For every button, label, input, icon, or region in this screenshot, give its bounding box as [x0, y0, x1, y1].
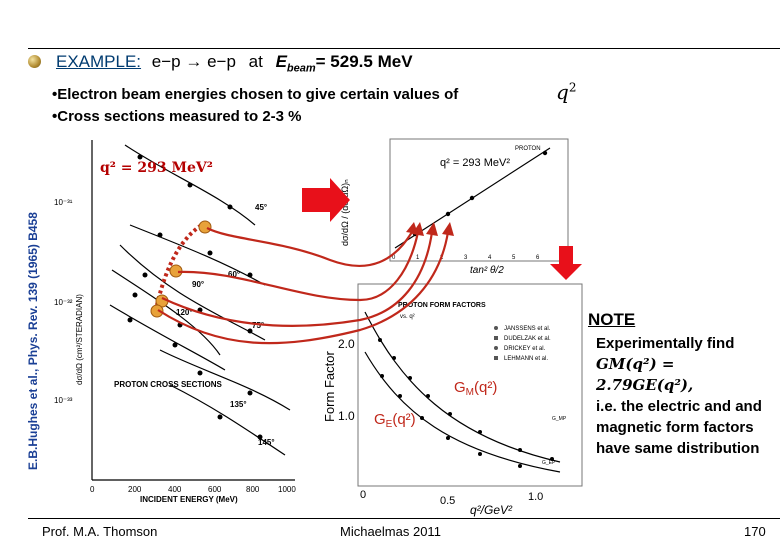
svg-text:3: 3: [464, 255, 468, 261]
title-process: e−p → e−p: [151, 52, 236, 71]
ge-label: GE(q²): [374, 411, 416, 430]
plot-caption: PROTON CROSS SECTIONS: [114, 380, 223, 389]
q2-symbol: q2: [556, 80, 577, 104]
svg-text:DUDELZAK et al.: DUDELZAK et al.: [504, 336, 551, 342]
xtick-400: 400: [168, 485, 182, 494]
title-example: EXAMPLE:: [56, 52, 142, 71]
footer-author: Prof. M.A. Thomson: [42, 524, 158, 539]
ytick-2: 10⁻³²: [54, 298, 73, 307]
angle-45: 45°: [255, 203, 267, 212]
ff-plot-frame: [357, 283, 583, 487]
note-line-1: Experimentally find: [596, 335, 735, 352]
svg-text:5: 5: [512, 255, 516, 261]
gmp-tag: G_MP: [552, 416, 567, 422]
ff-xtick-0: 0: [360, 489, 366, 501]
ytick-1: 10⁻³¹: [54, 198, 73, 207]
ff-ytick-2: 2.0: [338, 337, 355, 351]
ff-xtick-0-5: 0.5: [440, 495, 455, 507]
ratio-plot-q2: q² = 293 MeV²: [440, 157, 510, 169]
title-at: at: [248, 52, 263, 71]
ff-ytick-1: 1.0: [338, 409, 355, 423]
curve-135: [159, 349, 291, 411]
form-factor-plot: PROTON FORM FACTORS vs. q² JANSSENS et a…: [322, 283, 583, 517]
note-line-2: GM(q²) = 2.79GE(q²),: [596, 355, 694, 394]
left-ylabel: dσ/dΩ (cm²/STERADIAN): [75, 294, 84, 385]
angle-60: 60°: [228, 270, 240, 279]
angle-120: 120°: [176, 308, 193, 317]
ff-xtick-1: 1.0: [528, 491, 543, 503]
ratio-ylabel: dσ/dΩ / (dσ/dΩ)ₙ: [340, 179, 350, 246]
ytick-3: 10⁻³³: [54, 396, 73, 405]
note-heading: NOTE: [588, 310, 636, 329]
title-rule: [28, 48, 780, 49]
gep-tag: G_EP: [542, 460, 556, 466]
bullet-line-2: •Cross sections measured to 2-3 %: [52, 108, 302, 125]
gep-curve: [364, 351, 561, 473]
angle-145: 145°: [258, 438, 275, 447]
angle-75: 75°: [252, 321, 264, 330]
xtick-800: 800: [246, 485, 260, 494]
angle-135: 135°: [230, 400, 247, 409]
xtick-0: 0: [90, 485, 95, 494]
xtick-200: 200: [128, 485, 142, 494]
page-number: 170: [744, 524, 766, 539]
svg-text:LEHMANN et al.: LEHMANN et al.: [504, 356, 548, 362]
svg-text:4: 4: [488, 255, 492, 261]
curve-145: [169, 384, 286, 456]
title-ebeam: Ebeam: [275, 52, 316, 75]
note-text: Experimentally find GM(q²) = 2.79GE(q²),…: [596, 333, 772, 459]
note-line-3: i.e. the electric and and magnetic form …: [596, 398, 762, 457]
footer-rule: [28, 518, 780, 519]
ff-xlabel: q²/GeV²: [470, 503, 513, 517]
plot-background: [50, 135, 310, 505]
slide-title: EXAMPLE: e−p → e−p at Ebeam= 529.5 MeV: [56, 52, 413, 74]
ratio-plot-header: PROTON: [515, 146, 541, 152]
ratio-plot: PROTON q² = 293 MeV² dσ/dΩ / (dσ/dΩ)ₙ 0 …: [340, 138, 569, 276]
title-value: = 529.5 MeV: [315, 52, 413, 71]
left-xlabel: INCIDENT ENERGY (MeV): [140, 495, 238, 504]
ff-header: PROTON FORM FACTORS: [398, 302, 486, 309]
ff-legend: JANSSENS et al. DUDELZAK et al. DRICKEY …: [504, 326, 551, 362]
xtick-600: 600: [208, 485, 222, 494]
xtick-1000: 1000: [278, 485, 296, 494]
q2-value-label: q² = 293 MeV²: [100, 160, 213, 176]
angle-90: 90°: [192, 280, 204, 289]
cross-section-plot: 10⁻³¹ 10⁻³² 10⁻³³ dσ/dΩ (cm²/STERADIAN) …: [50, 135, 310, 505]
svg-text:6: 6: [536, 255, 540, 261]
svg-text:JANSSENS et al.: JANSSENS et al.: [504, 326, 551, 332]
ratio-xlabel: tan² θ/2: [470, 265, 504, 276]
ff-ylabel: Form Factor: [322, 351, 337, 422]
ff-legend-markers: [494, 326, 498, 360]
bullet-icon: [28, 55, 41, 68]
bullet-line-1: •Electron beam energies chosen to give c…: [52, 86, 459, 103]
ff-sub: vs. q²: [400, 314, 415, 320]
footer-term: Michaelmas 2011: [340, 524, 441, 539]
svg-text:DRICKEY et al.: DRICKEY et al.: [504, 346, 546, 352]
gm-label: GM(q²): [454, 379, 497, 398]
